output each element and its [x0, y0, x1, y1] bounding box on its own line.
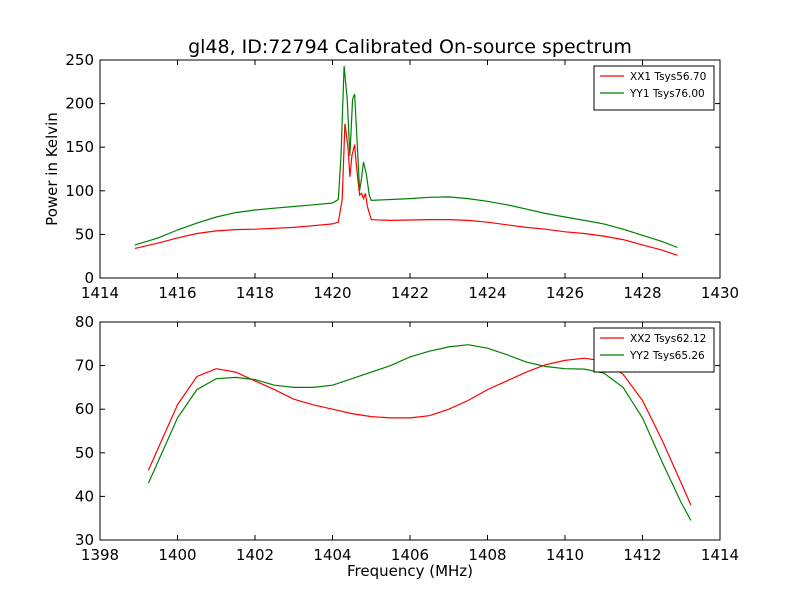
y-tick-label: 150 — [65, 138, 94, 156]
y-tick-label: 60 — [75, 400, 94, 418]
y-tick-label: 100 — [65, 182, 94, 200]
y-tick-label: 40 — [75, 487, 94, 505]
legend: XX2 Tsys62.12 YY2 Tsys65.26 — [593, 327, 715, 373]
x-tick-label: 1402 — [236, 546, 274, 564]
y-tick-label: 50 — [75, 225, 94, 243]
x-tick-label: 1400 — [158, 546, 196, 564]
x-tick-label: 1398 — [81, 546, 119, 564]
x-tick-label: 1408 — [468, 546, 506, 564]
y-tick-label: 30 — [75, 531, 94, 549]
legend: XX1 Tsys56.70 YY1 Tsys76.00 — [593, 65, 715, 111]
series-line-1-1 — [134, 123, 678, 256]
x-tick-label: 1418 — [236, 284, 274, 302]
x-tick-label: 1406 — [391, 546, 429, 564]
legend-box — [593, 65, 715, 111]
x-tick-label: 1422 — [391, 284, 429, 302]
x-tick-label: 1416 — [158, 284, 196, 302]
series-line-1-2 — [134, 66, 678, 249]
chart-title: gl48, ID:72794 Calibrated On-source spec… — [188, 36, 632, 58]
y-tick-label: 0 — [84, 269, 94, 287]
legend-label: XX2 Tsys62.12 — [630, 333, 706, 345]
legend-label: XX1 Tsys56.70 — [630, 71, 706, 83]
series-line-2-1 — [147, 357, 692, 506]
x-tick-label: 1404 — [313, 546, 351, 564]
y-axis-label: Power in Kelvin — [43, 112, 61, 226]
y-tick-label: 80 — [75, 313, 94, 331]
y-tick-label: 250 — [65, 51, 94, 69]
x-axis-label: Frequency (MHz) — [347, 562, 473, 580]
legend-label: YY1 Tsys76.00 — [629, 88, 705, 100]
x-tick-label: 1424 — [468, 284, 506, 302]
y-tick-label: 50 — [75, 444, 94, 462]
legend-label: YY2 Tsys65.26 — [629, 350, 705, 362]
x-tick-label: 1428 — [623, 284, 661, 302]
x-tick-label: 1414 — [81, 284, 119, 302]
chart-panel-1: 1414 1416 1418 1420 1422 1424 1426 1428 1430 0 50 1… — [43, 51, 739, 302]
x-tick-label: 1430 — [701, 284, 739, 302]
x-tick-label: 1412 — [623, 546, 661, 564]
series-line-2-2 — [147, 344, 692, 521]
x-tick-label: 1414 — [701, 546, 739, 564]
y-tick-label: 70 — [75, 357, 94, 375]
x-tick-label: 1420 — [313, 284, 351, 302]
chart-panel-2: 1398 1400 1402 1404 1406 1408 1410 1412 1414 30 40… — [75, 313, 739, 580]
y-tick-label: 200 — [65, 95, 94, 113]
legend-box — [593, 327, 715, 373]
x-tick-label: 1426 — [546, 284, 584, 302]
x-tick-label: 1410 — [546, 546, 584, 564]
